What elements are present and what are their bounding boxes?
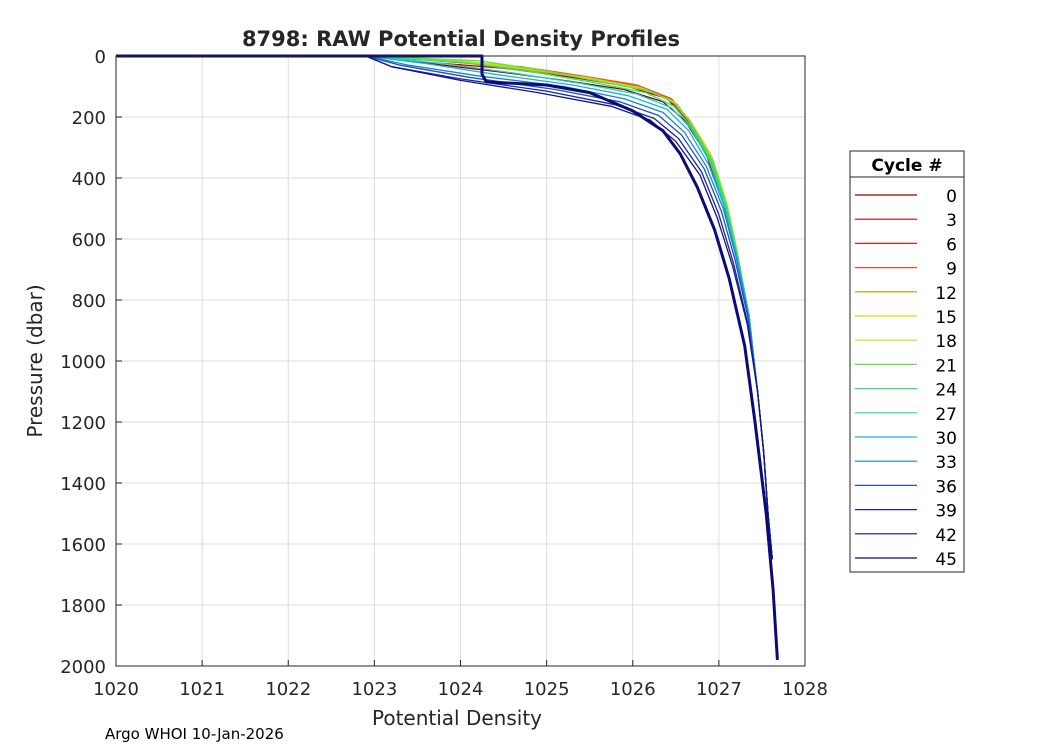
series-line-cycle-12 [365,55,773,560]
series-line-cycle-21 [365,55,773,560]
y-tick-label: 1400 [60,474,106,495]
y-tick-label: 2000 [60,657,106,678]
x-tick-label: 1027 [696,679,742,700]
series-line-cycle-27 [365,55,773,560]
series-line-cycle-6 [365,55,773,560]
x-tick-label: 1024 [438,679,484,700]
y-tick-label: 200 [72,108,106,129]
legend-label: 6 [946,235,957,255]
y-tick-label: 400 [72,169,106,190]
x-tick-label: 1025 [524,679,570,700]
series-line-cycle-18 [365,55,773,560]
y-tick-label: 1200 [60,413,106,434]
x-axis-label: Potential Density [372,706,542,730]
legend-label: 0 [946,187,957,207]
axis-ticks: 1020 1021 1022 1023 1024 1025 1026 1027 1028 0 200… [60,47,828,700]
legend-label: 3 [946,211,957,231]
series-lines [116,54,779,660]
legend-box [849,150,965,573]
grid [115,55,806,667]
series-line-cycle-45 [116,54,779,660]
series-line-cycle-0 [365,55,773,560]
legend-label: 21 [935,356,957,376]
legend-label: 45 [935,550,957,570]
x-tick-label: 1020 [93,679,139,700]
y-tick-label: 800 [72,291,106,312]
legend-label: 24 [935,381,957,401]
series-line-cycle-9 [365,55,773,560]
series-line-cycle-36 [365,55,773,560]
x-tick-label: 1022 [265,679,311,700]
y-tick-label: 1600 [60,535,106,556]
chart-title: 8798: RAW Potential Density Profiles [242,27,680,51]
x-tick-label: 1021 [179,679,225,700]
y-tick-label: 1000 [60,352,106,373]
series-line-cycle-39 [365,55,773,560]
x-tick-label: 1026 [610,679,656,700]
y-tick-label: 600 [72,230,106,251]
y-axis-label: Pressure (dbar) [23,284,47,437]
legend-label: 12 [935,284,957,304]
series-line-cycle-3 [365,55,773,560]
legend-label: 39 [935,502,957,522]
legend-label: 27 [935,405,957,425]
legend-label: 33 [935,453,957,473]
series-line-cycle-24 [365,55,773,560]
legend-label: 36 [935,477,957,497]
legend-title: Cycle # [871,156,942,176]
legend-label: 42 [935,526,957,546]
legend-label: 9 [946,260,957,280]
x-tick-label: 1023 [351,679,397,700]
legend-label: 30 [935,429,957,449]
legend-label: 18 [935,332,957,352]
x-tick-label: 1028 [782,679,828,700]
legend-label: 15 [935,308,957,328]
series-line-cycle-15 [365,55,773,560]
footer-credit: Argo WHOI 10-Jan-2026 [105,725,284,743]
series-line-cycle-42 [365,55,773,560]
series-line-cycle-33 [365,55,773,560]
y-tick-label: 1800 [60,596,106,617]
series-line-cycle-30 [365,55,773,560]
y-tick-label: 0 [95,47,106,68]
